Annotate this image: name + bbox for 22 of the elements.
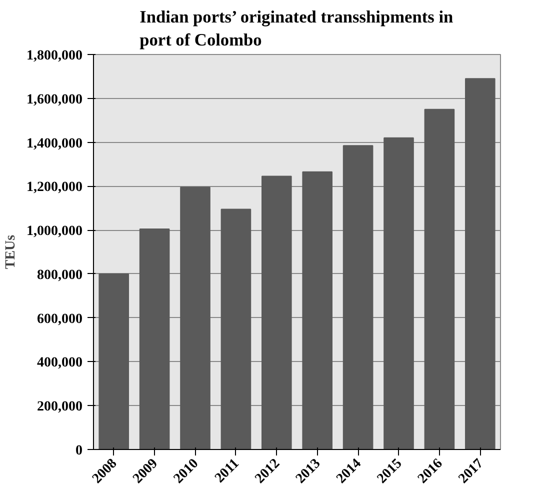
bar bbox=[424, 108, 455, 450]
y-tick-label: 1,600,000 bbox=[26, 92, 82, 108]
y-tick-label: 600,000 bbox=[37, 312, 82, 327]
y-tick-label: 0 bbox=[76, 444, 82, 458]
bar bbox=[180, 186, 210, 450]
y-tick-label: 1,400,000 bbox=[26, 136, 82, 152]
y-tick-label: 1,000,000 bbox=[26, 224, 82, 240]
bar bbox=[139, 228, 170, 450]
bar bbox=[302, 171, 332, 450]
bar bbox=[384, 137, 414, 450]
chart-title: Indian ports’ originated transshipments in port of Colombo bbox=[140, 8, 454, 50]
y-tick-label: 1,200,000 bbox=[26, 180, 82, 196]
bar bbox=[220, 208, 252, 450]
y-tick-label: 1,800,000 bbox=[26, 48, 82, 64]
bar bbox=[342, 145, 374, 450]
y-tick-label: 400,000 bbox=[37, 356, 82, 371]
y-axis-title: TEUs bbox=[4, 234, 18, 270]
y-tick-label: 200,000 bbox=[37, 400, 82, 415]
bar bbox=[98, 273, 129, 450]
y-tick-label: 800,000 bbox=[37, 268, 82, 283]
bar bbox=[262, 176, 292, 450]
bar bbox=[465, 78, 496, 450]
